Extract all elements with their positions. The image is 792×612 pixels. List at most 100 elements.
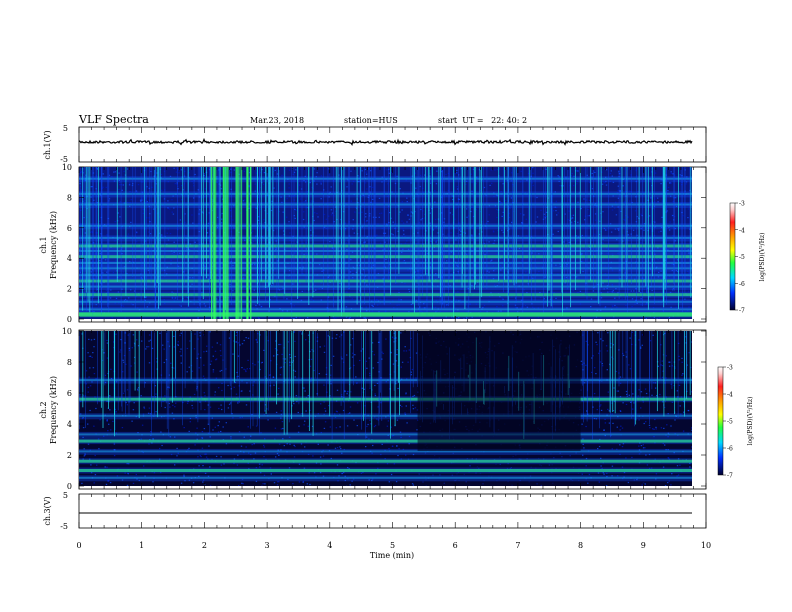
spectrogram-speckle bbox=[657, 259, 659, 261]
spectrogram-speckle bbox=[378, 311, 380, 313]
spectrogram-speckle bbox=[615, 288, 617, 290]
spectrogram-speckle bbox=[303, 467, 306, 469]
spectrogram-speckle bbox=[434, 218, 437, 220]
y-tick-label: 4 bbox=[67, 254, 72, 263]
spectrogram-speckle bbox=[670, 383, 672, 385]
spectrogram-speckle bbox=[536, 483, 538, 485]
spectrogram-speckle bbox=[624, 215, 627, 217]
spectrogram-speckle bbox=[201, 437, 204, 439]
spectrogram-speckle bbox=[137, 184, 140, 186]
spectrogram-speckle bbox=[239, 417, 241, 419]
spectrogram-speckle bbox=[123, 355, 126, 357]
spectrogram-speckle bbox=[529, 475, 532, 477]
spectrogram-speckle bbox=[145, 296, 147, 299]
spectrogram-speckle bbox=[275, 240, 277, 242]
spectrogram-speckle bbox=[218, 421, 220, 423]
spectrogram-speckle bbox=[320, 182, 322, 184]
spectrogram-speckle bbox=[172, 213, 175, 215]
spectrogram-speckle bbox=[570, 478, 572, 480]
spectrogram-speckle bbox=[670, 182, 672, 184]
spectrogram-speckle bbox=[465, 253, 467, 255]
spectrogram-speckle bbox=[596, 344, 598, 346]
spectrogram-speckle bbox=[616, 475, 619, 477]
spectrogram-speckle bbox=[651, 394, 653, 396]
spectrogram-speckle bbox=[404, 412, 406, 414]
spectrogram-speckle bbox=[499, 456, 501, 458]
spectrogram-speckle bbox=[456, 233, 459, 235]
spectrogram-speckle bbox=[632, 408, 634, 410]
spectrogram-speckle bbox=[326, 391, 328, 393]
spectrogram-speckle bbox=[672, 287, 675, 290]
spectrogram-speckle bbox=[432, 229, 435, 231]
spectrogram-speckle bbox=[247, 462, 249, 464]
spectrogram-speckle bbox=[304, 175, 306, 177]
spectrogram-speckle bbox=[390, 473, 393, 476]
spectrogram-speckle bbox=[310, 358, 313, 360]
spectrogram-speckle bbox=[674, 240, 676, 242]
spectrogram-speckle bbox=[183, 475, 185, 478]
spectrogram-speckle bbox=[303, 253, 305, 255]
spectrogram-speckle bbox=[228, 337, 231, 339]
spectrogram-speckle bbox=[638, 389, 640, 391]
spectrogram-speckle bbox=[208, 212, 210, 214]
spectrogram-speckle bbox=[278, 387, 280, 389]
spectrogram-speckle bbox=[146, 346, 148, 348]
spectrogram-speckle bbox=[155, 183, 157, 185]
spectrogram-speckle bbox=[215, 455, 218, 457]
spectrogram-speckle bbox=[198, 222, 200, 224]
spectrogram-speckle bbox=[366, 220, 368, 222]
spectrogram-speckle bbox=[259, 368, 261, 371]
spectrogram-speckle bbox=[110, 429, 112, 431]
spectrogram-speckle bbox=[398, 298, 400, 300]
spectrogram-speckle bbox=[310, 200, 313, 202]
y-tick-label: 0 bbox=[67, 315, 72, 324]
spectrogram-speckle bbox=[652, 334, 654, 336]
spectrogram-speckle bbox=[350, 366, 352, 369]
spectrogram-speckle bbox=[280, 410, 282, 412]
spectrogram-speckle bbox=[242, 458, 244, 461]
spectrogram-speckle bbox=[629, 200, 631, 202]
spectrogram-speckle bbox=[457, 188, 459, 190]
spectrogram-speckle bbox=[230, 436, 232, 438]
spectrogram-speckle bbox=[116, 475, 119, 477]
spectrogram-speckle bbox=[340, 448, 342, 450]
spectrogram-speckle bbox=[418, 473, 420, 475]
spectrogram-speckle bbox=[135, 190, 138, 192]
spectrogram-speckle bbox=[654, 382, 657, 384]
spectrogram-speckle bbox=[184, 480, 186, 482]
spectrogram-speckle bbox=[258, 463, 261, 465]
spectrogram-speckle bbox=[506, 180, 509, 182]
spectrogram-speckle bbox=[518, 247, 521, 250]
spectrogram-speckle bbox=[89, 367, 91, 369]
spectrogram-speckle bbox=[354, 211, 356, 213]
spectrogram-speckle bbox=[106, 339, 108, 341]
spectrogram-speckle bbox=[521, 222, 523, 224]
spectrogram-speckle bbox=[247, 426, 249, 428]
spectrogram-speckle bbox=[136, 241, 138, 243]
spectrogram-speckle bbox=[299, 331, 301, 333]
spectrogram-speckle bbox=[216, 181, 218, 184]
spectrogram-speckle bbox=[287, 341, 290, 343]
spectrogram-speckle bbox=[240, 299, 242, 301]
spectrogram-speckle bbox=[457, 265, 459, 268]
spectrogram-speckle bbox=[385, 310, 387, 312]
spectrogram-speckle bbox=[307, 453, 310, 455]
spectrogram-speckle bbox=[466, 258, 468, 260]
spectrogram-speckle bbox=[395, 383, 397, 385]
spectrogram-speckle bbox=[243, 451, 245, 454]
spectrogram-speckle bbox=[622, 234, 624, 236]
spectrogram-speckle bbox=[406, 378, 408, 380]
spectrogram-speckle bbox=[671, 473, 673, 475]
spectrogram-speckle bbox=[519, 181, 522, 183]
spectrogram-speckle bbox=[338, 174, 340, 176]
spectrogram-speckle bbox=[257, 219, 260, 221]
spectrogram-speckle bbox=[107, 430, 109, 432]
spectrogram-speckle bbox=[196, 427, 198, 429]
spectrogram-speckle bbox=[458, 222, 460, 224]
spectrogram-speckle bbox=[188, 366, 190, 368]
spectrogram-band-halo bbox=[79, 448, 692, 455]
spectrogram-band-halo bbox=[79, 284, 692, 291]
spectrogram-speckle bbox=[227, 407, 230, 409]
spectrogram-speckle bbox=[551, 468, 553, 470]
spectrogram-speckle bbox=[344, 479, 346, 482]
